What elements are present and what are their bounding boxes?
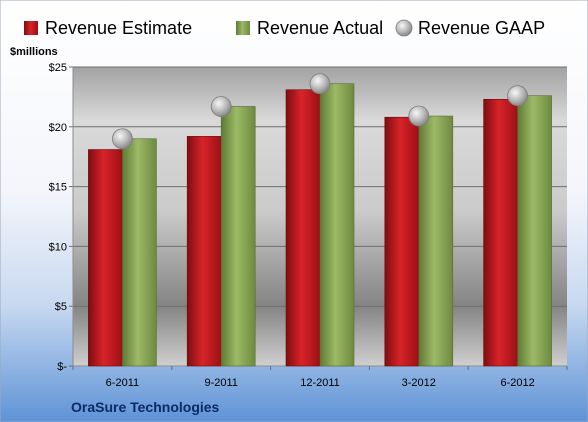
- bar-revenue-estimate-3-2012: [384, 116, 420, 367]
- y-axis-ticks: $- $5 $10 $15 $20 $25: [49, 62, 68, 373]
- legend-swatch-revenue-gaap: [395, 19, 413, 37]
- legend-label-revenue-actual: Revenue Actual: [257, 18, 383, 38]
- y-axis-label: $millions: [10, 46, 58, 58]
- y-tick-label: $25: [49, 62, 67, 74]
- y-tick-label: $-: [57, 361, 67, 373]
- bar-revenue-actual-12-2011: [319, 83, 355, 367]
- x-tick-label-6-2012: 6-2012: [500, 377, 534, 389]
- bars: [88, 83, 552, 367]
- bar-revenue-actual-9-2011: [220, 106, 256, 367]
- marker-revenue-gaap-6-2011: [112, 128, 133, 150]
- x-tick-label-9-2011: 9-2011: [204, 377, 237, 389]
- bar-revenue-estimate-6-2011: [88, 149, 123, 367]
- marker-revenue-gaap-3-2012: [408, 105, 430, 127]
- marker-revenue-gaap-9-2011: [210, 96, 232, 117]
- x-tick-label-3-2012: 3-2012: [402, 377, 436, 389]
- y-tick-label: $15: [49, 182, 67, 194]
- bar-revenue-estimate-9-2011: [186, 136, 222, 367]
- y-tick-label: $10: [49, 241, 67, 253]
- marker-revenue-gaap-12-2011: [309, 73, 331, 95]
- company-name: OraSure Technologies: [71, 399, 220, 415]
- x-tick-label-12-2011: 12-2011: [300, 377, 340, 389]
- x-axis-ticks: 6-2011 9-2011 12-2011 3-2012 6-2012: [72, 366, 568, 389]
- y-tick-label: $20: [49, 122, 67, 134]
- bar-revenue-estimate-6-2012: [483, 98, 518, 367]
- bar-revenue-actual-6-2011: [122, 138, 157, 367]
- legend: Revenue Estimate Revenue Actual Revenue GA…: [24, 18, 545, 38]
- bar-revenue-actual-3-2012: [418, 115, 454, 367]
- legend-swatch-revenue-estimate: [24, 21, 38, 35]
- legend-label-revenue-gaap: Revenue GAAP: [418, 18, 545, 38]
- gaap-markers: [112, 73, 528, 150]
- legend-swatch-revenue-actual: [236, 21, 250, 35]
- legend-label-revenue-estimate: Revenue Estimate: [45, 18, 192, 38]
- bar-revenue-estimate-12-2011: [285, 89, 321, 367]
- y-tick-label: $5: [55, 301, 67, 313]
- x-tick-label-6-2011: 6-2011: [106, 377, 139, 389]
- marker-revenue-gaap-6-2012: [507, 85, 528, 107]
- bar-revenue-actual-6-2012: [517, 95, 552, 367]
